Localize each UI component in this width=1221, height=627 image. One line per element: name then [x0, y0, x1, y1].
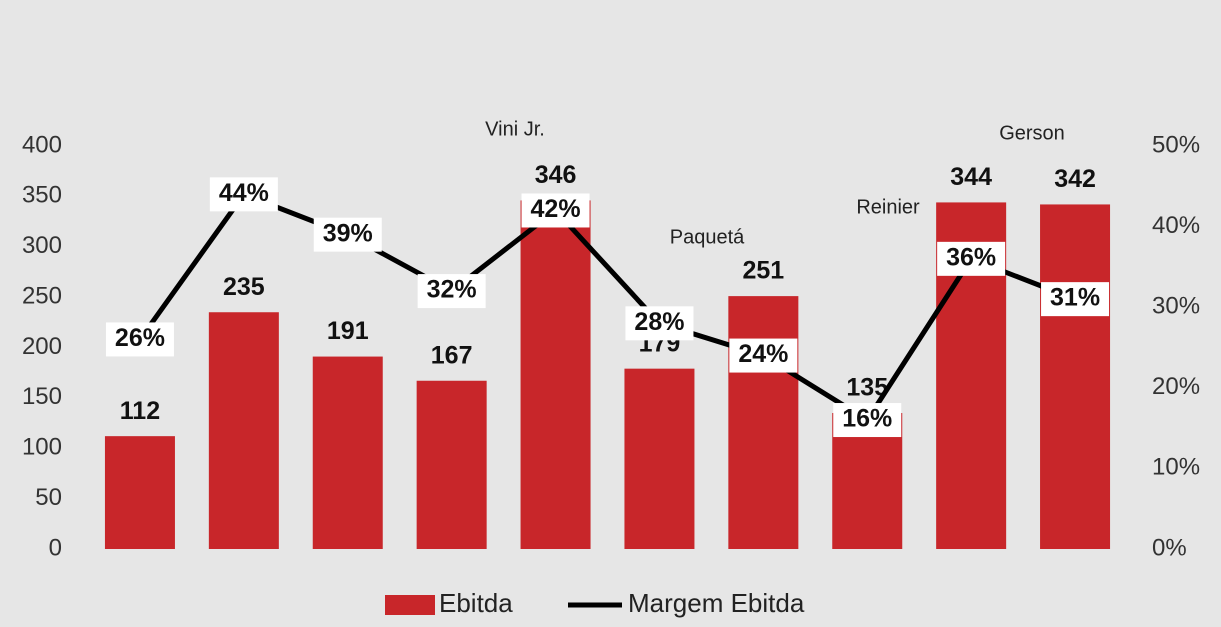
y2-tick-label: 40% — [1152, 212, 1200, 239]
y-tick-label: 0 — [49, 534, 62, 561]
label-box — [313, 217, 382, 252]
y-tick-label: 200 — [22, 333, 62, 360]
y2-tick-label: 50% — [1152, 131, 1200, 158]
bar-value-label: 112 — [120, 397, 160, 425]
y2-tick-label: 30% — [1152, 293, 1200, 320]
line-value-label: 44% — [219, 179, 269, 207]
line-value-label: 32% — [427, 276, 477, 304]
label-box — [417, 274, 486, 309]
y-tick-label: 300 — [22, 232, 62, 259]
line-value-label: 26% — [115, 324, 165, 352]
line — [137, 191, 1076, 424]
line-value-label: 16% — [842, 405, 892, 433]
line-value-label: 36% — [946, 243, 996, 271]
y-tick-label: 350 — [22, 182, 62, 209]
bar-value-label: 342 — [1054, 165, 1096, 193]
y-tick-label: 50 — [35, 484, 62, 511]
line-value-label: 39% — [323, 219, 373, 247]
line-value-label: 31% — [1050, 284, 1100, 312]
bar-value-label: 344 — [950, 163, 992, 191]
line-value-label: 28% — [634, 308, 684, 336]
bar — [520, 200, 591, 549]
annotation: Reinier — [856, 196, 920, 218]
bar-value-label: 251 — [742, 257, 784, 285]
label-box — [937, 241, 1006, 276]
bar-value-label: 167 — [431, 341, 473, 369]
label-box — [1041, 282, 1110, 317]
label-box — [521, 193, 590, 228]
y-tick-label: 150 — [22, 383, 62, 410]
bar — [208, 312, 279, 549]
label-box — [105, 322, 174, 357]
legend-swatch — [385, 595, 435, 615]
label-box — [209, 177, 278, 212]
bar — [416, 380, 487, 549]
bar-value-label: 191 — [327, 317, 369, 345]
line-value-label: 42% — [531, 195, 581, 223]
line-value-label: 24% — [738, 340, 788, 368]
bar — [728, 296, 799, 549]
label-box — [625, 306, 694, 341]
y2-tick-label: 0% — [1152, 534, 1187, 561]
bar — [624, 368, 695, 549]
annotation: Vini Jr. — [485, 118, 545, 140]
bar — [1040, 204, 1111, 549]
bar — [312, 356, 383, 549]
annotation: Gerson — [999, 122, 1065, 144]
y2-tick-label: 20% — [1152, 373, 1200, 400]
bar-value-label: 235 — [223, 273, 265, 301]
y-tick-label: 100 — [22, 434, 62, 461]
legend-label: Margem Ebitda — [628, 588, 805, 618]
y-tick-label: 250 — [22, 282, 62, 309]
label-box — [833, 403, 902, 438]
bar — [104, 436, 175, 549]
y2-tick-label: 10% — [1152, 454, 1200, 481]
bar-value-label: 346 — [535, 161, 577, 189]
legend-label: Ebitda — [439, 588, 513, 618]
annotation: Paquetá — [670, 226, 745, 248]
y-tick-label: 400 — [22, 131, 62, 158]
label-box — [729, 338, 798, 373]
